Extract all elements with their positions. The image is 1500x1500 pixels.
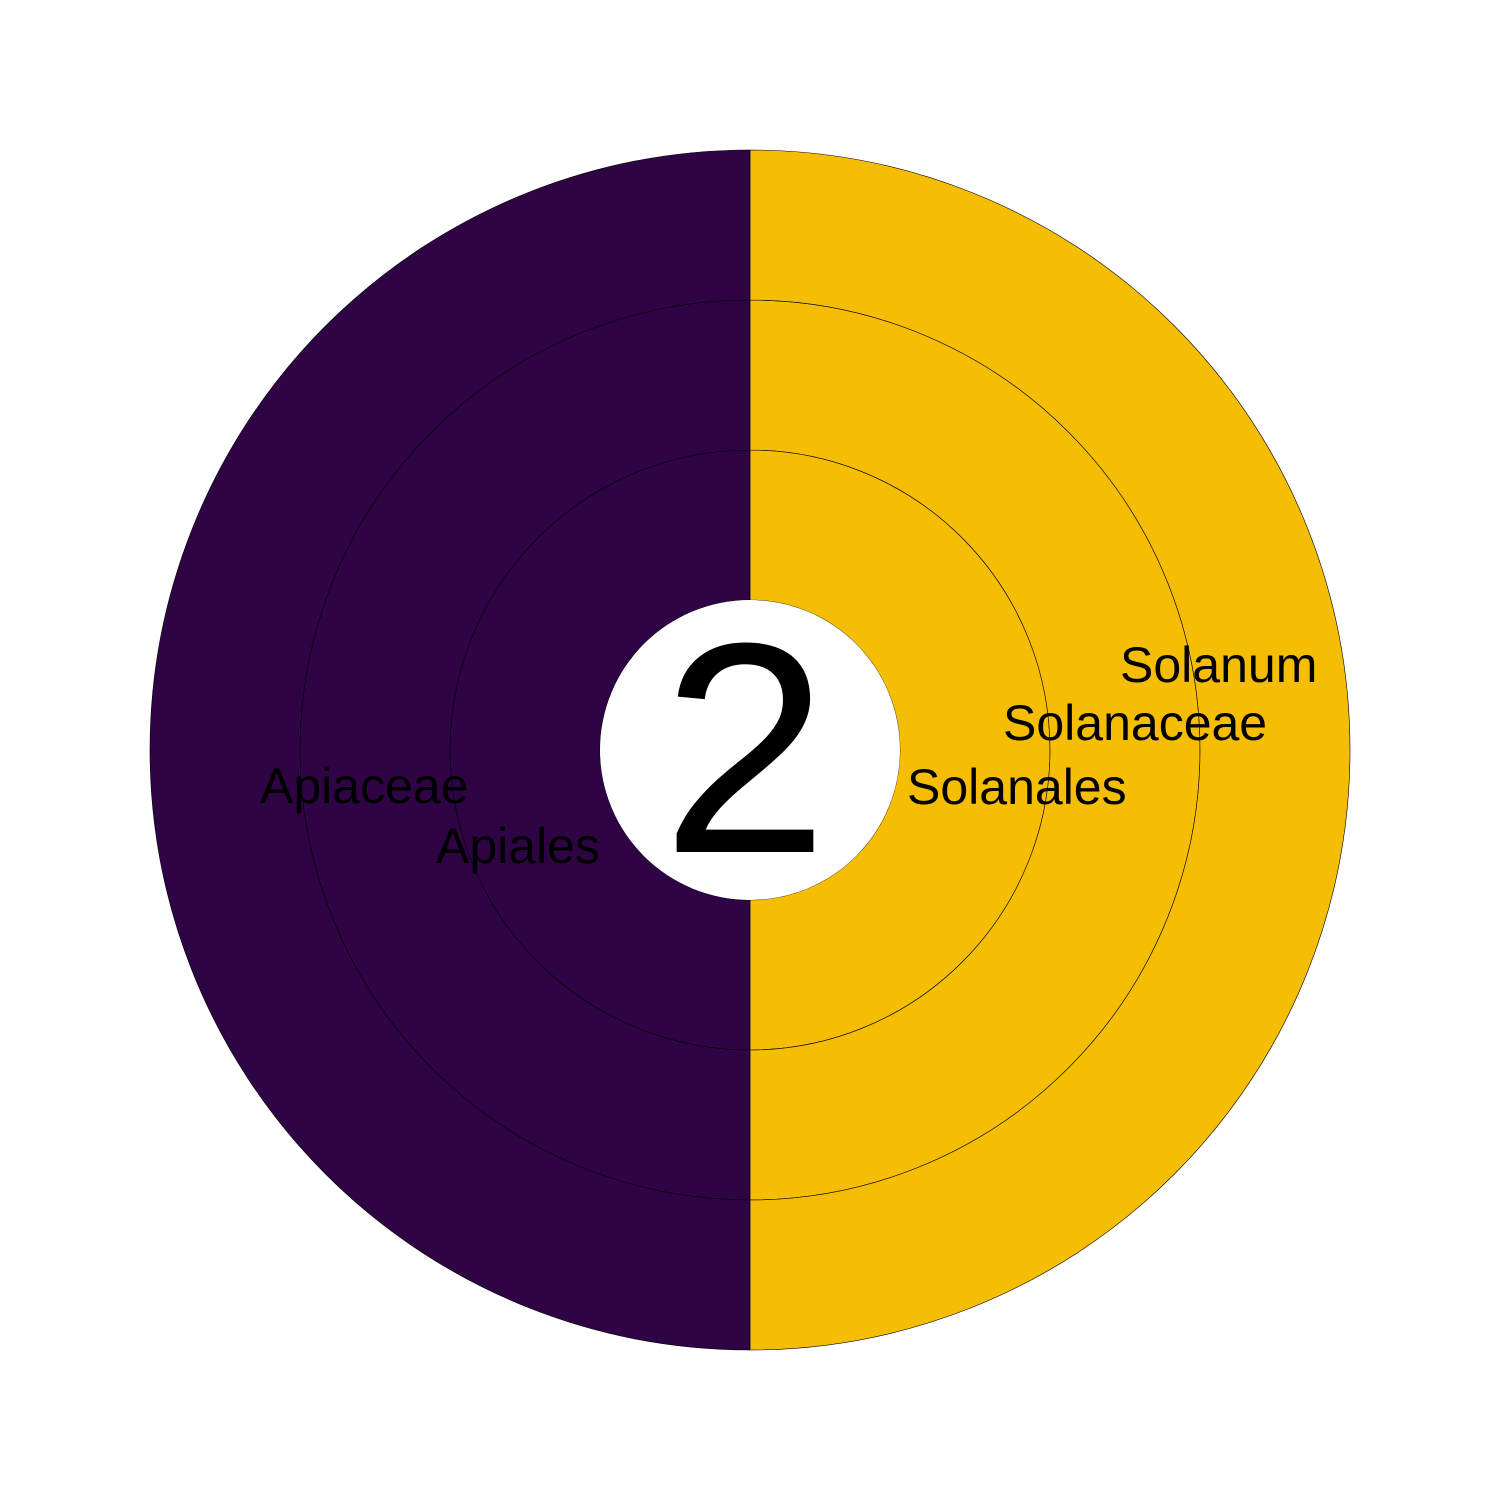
segment-genus-apiaceae-genus — [149, 149, 751, 1351]
sunburst-segments — [149, 149, 1351, 1351]
label-apiaceae: Apiaceae — [260, 758, 469, 814]
label-solanum: Solanum — [1120, 637, 1317, 693]
label-solanales: Solanales — [907, 759, 1127, 815]
center-hole — [600, 600, 900, 900]
segment-genus-solanum — [749, 149, 1351, 1351]
center-count-label: 2 — [662, 580, 829, 916]
label-apiales: Apiales — [436, 818, 600, 874]
label-solanaceae: Solanaceae — [1003, 695, 1267, 751]
